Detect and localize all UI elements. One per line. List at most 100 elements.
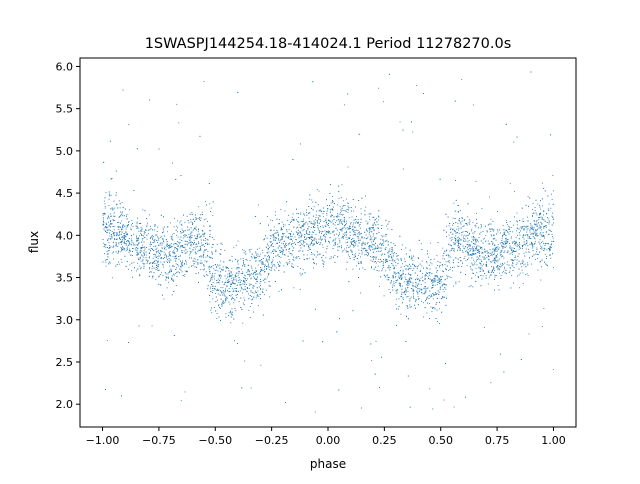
data-point: [307, 223, 309, 225]
data-point: [349, 258, 351, 259]
data-point: [547, 233, 549, 235]
data-point: [329, 242, 330, 244]
data-point: [356, 221, 357, 223]
data-point: [248, 293, 249, 295]
data-point: [105, 192, 107, 194]
data-point: [222, 266, 224, 268]
data-point: [128, 252, 130, 254]
data-point: [531, 243, 533, 244]
data-point: [314, 222, 316, 224]
data-point: [116, 238, 118, 240]
data-point: [387, 261, 388, 263]
data-point: [152, 257, 154, 259]
data-point: [462, 226, 464, 227]
data-point: [187, 236, 189, 238]
data-point: [174, 252, 176, 254]
data-point: [121, 395, 122, 397]
data-point: [423, 316, 424, 318]
data-point: [191, 251, 193, 253]
data-point: [504, 233, 506, 235]
data-point: [260, 269, 262, 270]
data-point: [355, 206, 356, 208]
data-point: [105, 231, 107, 232]
data-point: [107, 250, 109, 252]
data-point: [293, 287, 295, 289]
data-point: [411, 255, 412, 257]
data-point: [219, 307, 220, 308]
data-point: [516, 224, 518, 226]
data-point: [175, 257, 177, 259]
data-point: [200, 260, 202, 262]
data-point: [370, 250, 371, 251]
data-point: [516, 228, 518, 229]
data-point: [190, 265, 192, 267]
data-point: [308, 217, 310, 219]
data-point: [354, 242, 355, 243]
data-point: [233, 302, 235, 304]
data-point: [169, 251, 171, 252]
data-point: [311, 234, 313, 236]
data-point: [421, 260, 423, 262]
data-point: [231, 272, 233, 274]
data-point: [420, 288, 422, 290]
data-point: [442, 271, 444, 272]
data-point: [154, 229, 156, 231]
data-point: [491, 228, 493, 230]
data-point: [157, 270, 159, 271]
data-point: [304, 235, 306, 237]
data-point: [153, 246, 155, 247]
data-point: [281, 238, 283, 240]
data-point: [527, 234, 529, 236]
data-point: [371, 231, 373, 233]
data-point: [345, 228, 347, 230]
data-point: [430, 262, 432, 264]
data-point: [290, 236, 292, 237]
data-point: [222, 290, 224, 292]
data-point: [253, 255, 255, 257]
data-point: [201, 211, 203, 213]
data-point: [216, 313, 218, 314]
data-point: [345, 234, 347, 236]
data-point: [175, 229, 177, 231]
data-point: [173, 246, 175, 248]
data-point: [113, 226, 115, 228]
data-point: [254, 272, 256, 273]
data-point: [171, 245, 173, 247]
data-point: [398, 275, 400, 277]
data-point: [458, 240, 459, 242]
data-point: [247, 264, 249, 266]
data-point: [385, 240, 387, 242]
data-point: [125, 250, 127, 252]
data-point: [178, 256, 180, 257]
data-point: [284, 241, 285, 242]
data-point: [215, 251, 217, 252]
data-point: [189, 254, 191, 256]
data-point: [463, 219, 465, 221]
data-point: [244, 360, 246, 362]
data-point: [137, 257, 139, 259]
data-point: [191, 243, 193, 245]
data-point: [282, 233, 284, 235]
data-point: [529, 231, 531, 233]
data-point: [119, 226, 120, 228]
data-point: [445, 213, 447, 215]
data-point: [324, 241, 326, 243]
data-point: [110, 238, 112, 239]
data-point: [332, 231, 334, 233]
data-point: [239, 284, 241, 286]
data-point: [380, 250, 382, 252]
data-point: [406, 284, 407, 286]
data-point: [216, 267, 218, 268]
data-point: [374, 219, 376, 220]
data-point: [292, 266, 294, 268]
data-point: [354, 256, 356, 258]
data-point: [129, 242, 130, 244]
data-point: [266, 268, 267, 270]
data-point: [135, 244, 137, 246]
data-point: [241, 268, 243, 270]
data-point: [231, 267, 233, 269]
data-point: [410, 268, 412, 269]
data-point: [213, 239, 215, 240]
data-point: [389, 248, 391, 250]
data-point: [503, 246, 505, 248]
